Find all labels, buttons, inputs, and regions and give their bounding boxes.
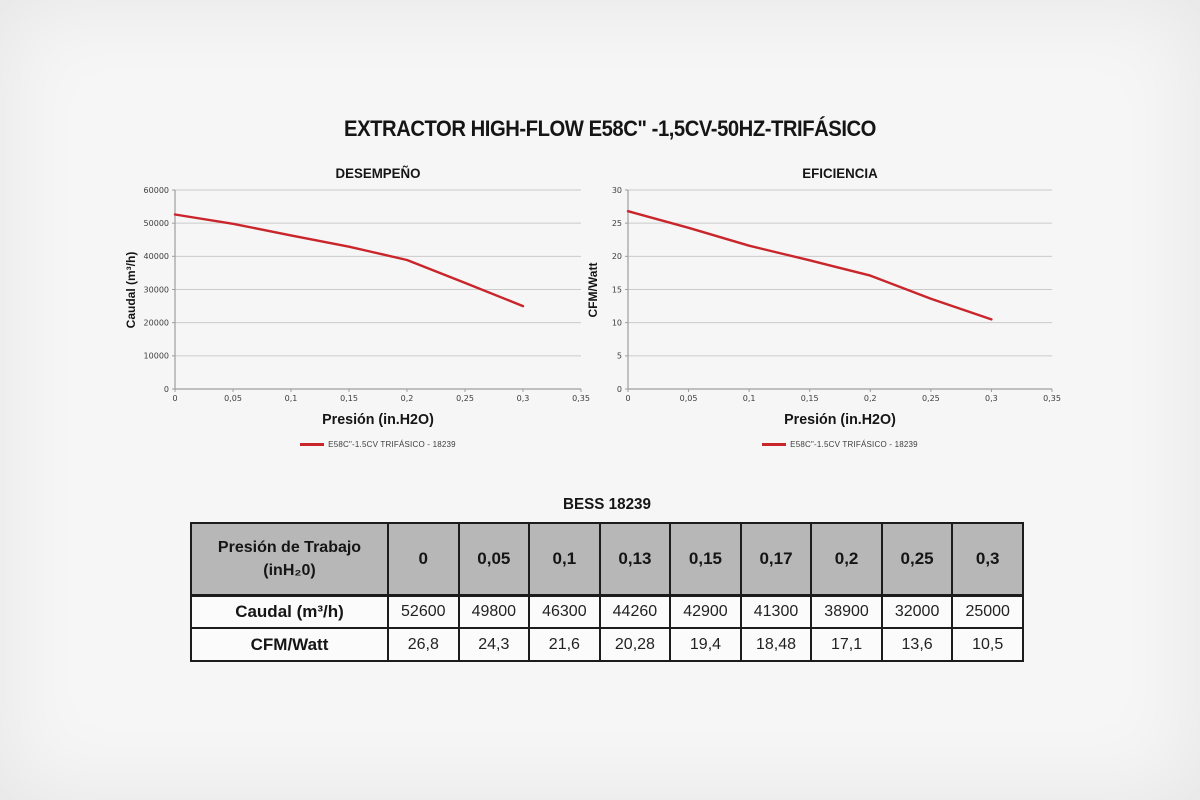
chart-title: EFICIENCIA — [802, 165, 878, 181]
x-tick-label: 0,05 — [224, 394, 242, 403]
y-tick-label: 15 — [612, 285, 622, 294]
data-line — [626, 210, 993, 321]
y-tick-label: 30 — [612, 186, 622, 195]
y-tick-label: 10 — [612, 318, 622, 327]
pressure-header-cell: 0,25 — [880, 522, 954, 597]
value-cell: 46300 — [528, 594, 601, 629]
y-tick-label: 30000 — [144, 285, 169, 294]
value-cell: 13,6 — [880, 627, 954, 662]
value-cell: 17,1 — [810, 627, 883, 662]
table-corner-header: Presión de Trabajo (inH₂0) — [190, 522, 389, 597]
table-row: Caudal (m³/h) 52600 49800 46300 44260 42900 41… — [190, 594, 1024, 629]
y-tick-label: 50000 — [144, 219, 169, 228]
chart-canvas: 0 10000 20000 30000 40000 50000 60000 0 0,05 0,1 0… — [120, 163, 600, 458]
legend-line-icon — [762, 443, 787, 446]
y-tick-label: 0 — [617, 385, 622, 394]
chart-title: DESEMPEÑO — [335, 165, 421, 181]
value-cell: 38900 — [810, 594, 883, 629]
pressure-header-cell: 0,17 — [739, 522, 813, 597]
data-line — [173, 213, 525, 308]
x-tick-label: 0,3 — [985, 394, 998, 403]
performance-chart: DESEMPEÑO Caudal (m³/h) 0 10000 20000 30000… — [120, 163, 600, 458]
x-tick-label: 0,2 — [864, 394, 877, 403]
value-cell: 41300 — [739, 594, 813, 629]
chart-legend: E58C"-1.5CV TRIFÁSICO - 18239 — [175, 440, 581, 449]
y-tick-label: 40000 — [144, 252, 169, 261]
legend-line-icon — [300, 443, 325, 446]
y-tick-label: 10000 — [144, 352, 169, 361]
y-tick-label: 0 — [164, 385, 169, 394]
value-cell: 44260 — [598, 594, 672, 629]
legend-label: E58C"-1.5CV TRIFÁSICO - 18239 — [328, 440, 456, 449]
value-cell: 26,8 — [387, 627, 460, 662]
y-tick-label: 5 — [617, 352, 622, 361]
table-header-row: Presión de Trabajo (inH₂0) 0 0,05 0,1 0,13 0… — [190, 522, 1024, 597]
x-tick-label: 0,1 — [285, 394, 298, 403]
value-cell: 42900 — [669, 594, 742, 629]
chart-legend: E58C"-1.5CV TRIFÁSICO - 18239 — [628, 440, 1052, 449]
pressure-header-cell: 0,13 — [598, 522, 672, 597]
x-axis-label: Presión (in.H2O) — [322, 411, 434, 428]
y-tick-label: 20 — [612, 252, 622, 261]
chart-plot: 0 5 10 15 20 25 30 0 0,05 0,1 0,15 0,2 0,25 0,3 0,35 — [612, 186, 1061, 403]
y-tick-label: 25 — [612, 219, 622, 228]
x-tick-label: 0,05 — [680, 394, 698, 403]
pressure-header-cell: 0,1 — [528, 522, 601, 597]
bess-table: Presión de Trabajo (inH₂0) 0 0,05 0,1 0,13 0… — [190, 522, 1024, 662]
page-title: EXTRACTOR HIGH-FLOW E58C" -1,5CV-50HZ-TR… — [344, 116, 876, 141]
pressure-header-cell: 0,05 — [457, 522, 531, 597]
pressure-header-cell: 0 — [387, 522, 460, 597]
value-cell: 52600 — [387, 594, 460, 629]
y-tick-label: 20000 — [144, 318, 169, 327]
efficiency-chart: EFICIENCIA CFM/Watt 0 5 10 15 20 25 30 0 0,05 0,1… — [585, 163, 1065, 458]
pressure-header-cell: 0,15 — [669, 522, 742, 597]
value-cell: 25000 — [951, 594, 1024, 629]
x-axis-label: Presión (in.H2O) — [784, 411, 896, 428]
chart-plot: 0 10000 20000 30000 40000 50000 60000 0 0,05 0,1 0… — [144, 186, 590, 403]
x-tick-label: 0,3 — [517, 394, 530, 403]
value-cell: 32000 — [880, 594, 954, 629]
value-cell: 24,3 — [457, 627, 531, 662]
value-cell: 18,48 — [739, 627, 813, 662]
x-tick-label: 0,25 — [922, 394, 940, 403]
legend-label: E58C"-1.5CV TRIFÁSICO - 18239 — [790, 440, 918, 449]
pressure-header-cell: 0,2 — [810, 522, 883, 597]
value-cell: 10,5 — [951, 627, 1024, 662]
x-tick-label: 0,25 — [456, 394, 474, 403]
x-tick-label: 0,2 — [401, 394, 414, 403]
table-title: BESS 18239 — [563, 496, 651, 513]
value-cell: 20,28 — [598, 627, 672, 662]
value-cell: 21,6 — [528, 627, 601, 662]
x-tick-label: 0 — [625, 394, 630, 403]
row-label: Caudal (m³/h) — [190, 594, 389, 629]
x-tick-label: 0,35 — [572, 394, 590, 403]
x-tick-label: 0,15 — [340, 394, 358, 403]
value-cell: 49800 — [457, 594, 531, 629]
value-cell: 19,4 — [669, 627, 742, 662]
x-tick-label: 0,35 — [1043, 394, 1061, 403]
x-tick-label: 0 — [172, 394, 177, 403]
chart-canvas: 0 5 10 15 20 25 30 0 0,05 0,1 0,15 0,2 0,25 0,3 0,35 — [585, 163, 1065, 458]
x-tick-label: 0,15 — [801, 394, 819, 403]
row-label: CFM/Watt — [190, 627, 389, 662]
y-tick-label: 60000 — [144, 186, 169, 195]
pressure-header-cell: 0,3 — [951, 522, 1024, 597]
table-row: CFM/Watt 26,8 24,3 21,6 20,28 19,4 18,48 17,1 13… — [190, 627, 1024, 662]
x-tick-label: 0,1 — [743, 394, 756, 403]
